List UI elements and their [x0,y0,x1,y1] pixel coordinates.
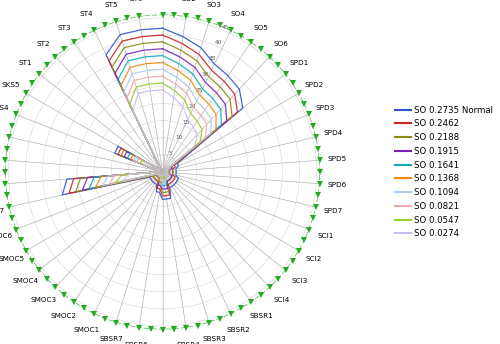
Legend: SO 0.2735 Normal, SO 0.2462, SO 0.2188, SO 0.1915, SO 0.1641, SO 0.1368, SO 0.10: SO 0.2735 Normal, SO 0.2462, SO 0.2188, … [392,103,496,241]
